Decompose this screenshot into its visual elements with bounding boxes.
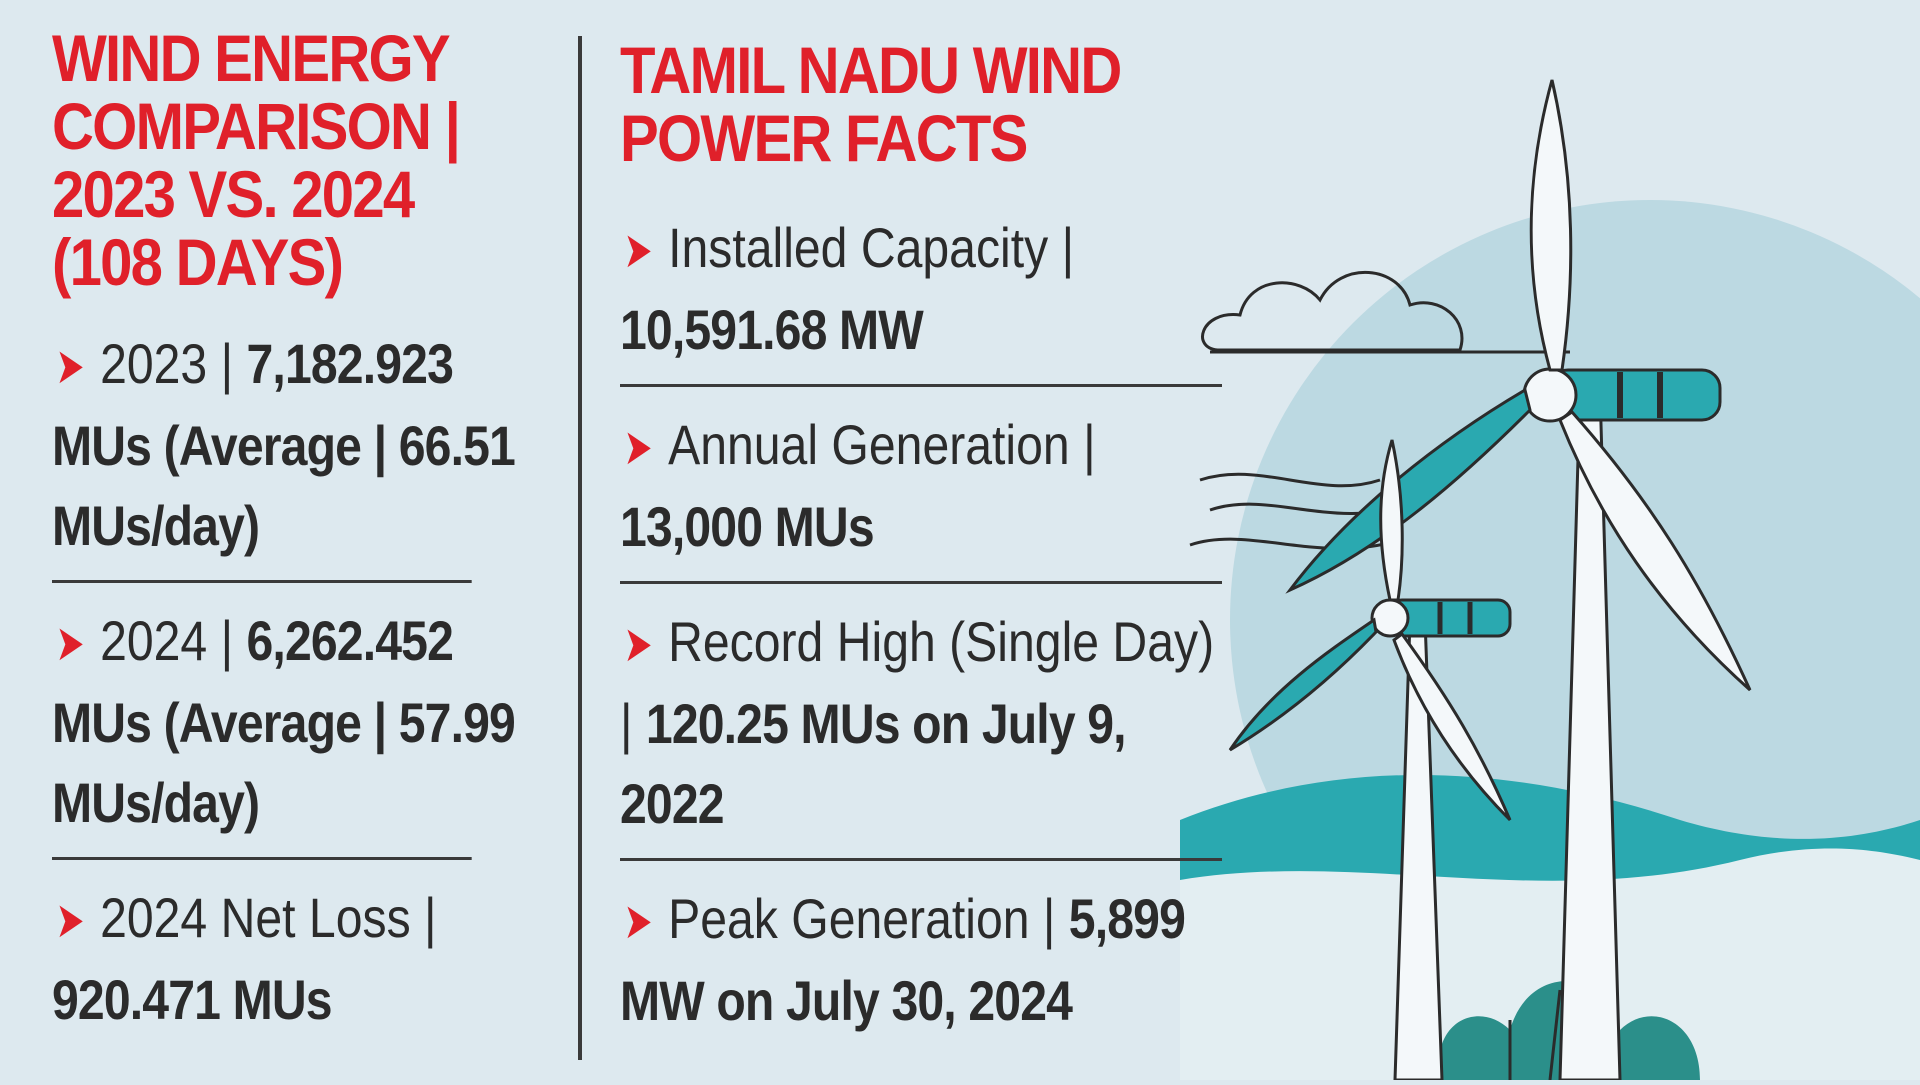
item-value: 7,182.923 MUs (Average | 66.51 MUs/day)	[52, 332, 516, 557]
item-label: Peak Generation |	[668, 887, 1069, 950]
list-item: ➤ Record High (Single Day) | 120.25 MUs o…	[620, 602, 1222, 844]
tamil-nadu-wind-facts-panel: TAMIL NADU WIND POWER FACTS ➤ Installed C…	[620, 0, 1340, 1080]
wind-turbines-illustration	[1180, 60, 1920, 1082]
list-item: ➤ Installed Capacity | 10,591.68 MW	[620, 208, 1289, 370]
item-value: 13,000 MUs	[620, 495, 875, 558]
chevron-right-icon: ➤	[623, 419, 653, 475]
item-value: 6,262.452 MUs (Average | 57.99 MUs/day)	[52, 609, 516, 834]
chevron-right-icon: ➤	[55, 615, 85, 671]
item-value: 120.25 MUs on July 9, 2022	[620, 692, 1127, 835]
chevron-right-icon: ➤	[55, 892, 85, 948]
chevron-right-icon: ➤	[623, 222, 653, 278]
item-value: 920.471 MUs	[52, 968, 333, 1031]
comparison-list: ➤ 2023 | 7,182.923 MUs (Average | 66.51 M…	[52, 324, 541, 1040]
item-value: 10,591.68 MW	[620, 298, 924, 361]
item-label: Installed Capacity |	[668, 216, 1075, 279]
divider	[52, 580, 472, 583]
item-label: 2023 |	[100, 332, 247, 395]
comparison-heading: WIND ENERGY COMPARISON | 2023 VS. 2024 (…	[52, 21, 461, 299]
item-label: Record High (Single Day) |	[620, 610, 1215, 755]
divider	[620, 858, 1222, 861]
item-label: 2024 Net Loss |	[100, 886, 437, 949]
item-label: Annual Generation |	[668, 413, 1096, 476]
chevron-right-icon: ➤	[55, 338, 85, 394]
list-item: ➤ 2024 | 6,262.452 MUs (Average | 57.99 M…	[52, 601, 541, 843]
item-label: 2024 |	[100, 609, 247, 672]
list-item: ➤ Peak Generation | 5,899 MW on July 30, …	[620, 879, 1222, 1041]
chevron-right-icon: ➤	[623, 616, 653, 672]
wind-turbines-icon	[1180, 79, 1920, 1082]
list-item: ➤ 2024 Net Loss | 920.471 MUs	[52, 878, 541, 1040]
divider	[52, 857, 472, 860]
list-item: ➤ 2023 | 7,182.923 MUs (Average | 66.51 M…	[52, 324, 541, 566]
facts-heading: TAMIL NADU WIND POWER FACTS	[620, 33, 1122, 175]
divider	[620, 384, 1222, 387]
divider	[620, 581, 1222, 584]
column-divider	[578, 36, 582, 1060]
wind-energy-comparison-panel: WIND ENERGY COMPARISON | 2023 VS. 2024 (…	[52, 0, 542, 1080]
chevron-right-icon: ➤	[623, 893, 653, 949]
list-item: ➤ Annual Generation | 13,000 MUs	[620, 405, 1289, 567]
facts-list: ➤ Installed Capacity | 10,591.68 MW ➤ Annu…	[620, 208, 1289, 1041]
item-value: 5,899 MW on July 30, 2024	[620, 887, 1186, 1032]
